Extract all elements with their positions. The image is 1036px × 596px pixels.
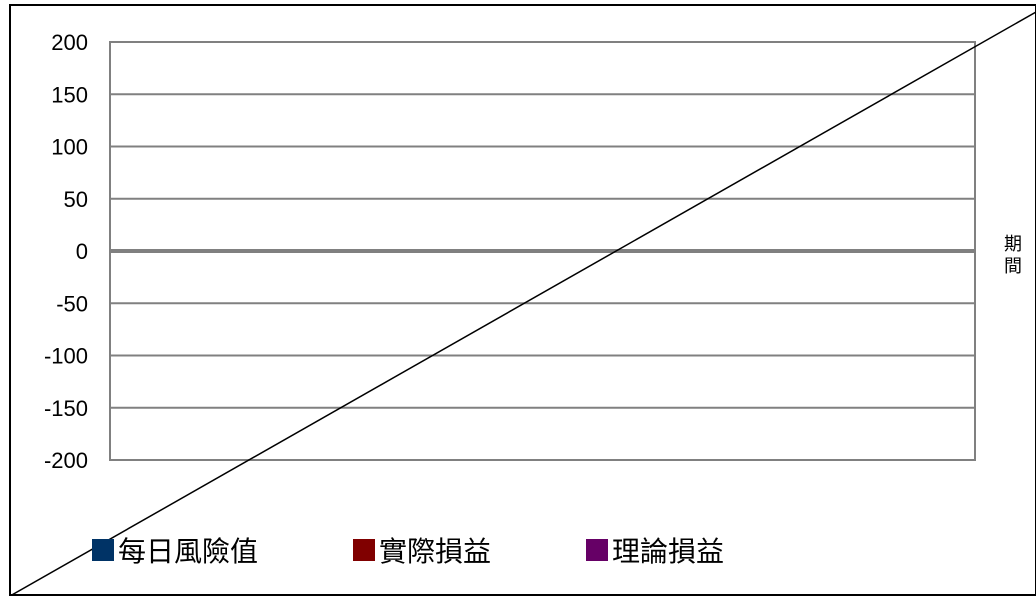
- y-axis-ticks: 200 150 100 50 0 -50 -100 -150 -200: [44, 30, 88, 473]
- legend-item: 每日風險值: [92, 530, 258, 570]
- legend-label: 理論損益: [612, 535, 725, 568]
- y-tick-label: -50: [56, 291, 88, 316]
- y-tick-label: -150: [44, 396, 88, 421]
- legend-item: 實際損益: [353, 530, 491, 570]
- chart-frame: [9, 4, 1036, 596]
- y-tick-label: 50: [64, 187, 88, 212]
- legend-label: 每日風險值: [118, 535, 259, 568]
- legend-swatch: [92, 539, 114, 561]
- y-tick-label: -200: [44, 448, 88, 473]
- y-tick-label: 150: [51, 82, 88, 107]
- y-tick-label: 0: [76, 239, 88, 264]
- plot-area: [109, 41, 976, 461]
- y-tick-label: 100: [51, 135, 88, 160]
- y-tick-label: -100: [44, 344, 88, 369]
- x-axis-label: 期 間: [1004, 234, 1028, 277]
- diagonal-line: [9, 11, 1036, 596]
- legend-item: 理論損益: [586, 530, 724, 570]
- legend-swatch: [586, 539, 609, 561]
- legend-label: 實際損益: [379, 535, 492, 568]
- legend-swatch: [353, 539, 376, 561]
- legend: 每日風險值 實際損益 理論損益: [92, 530, 819, 570]
- y-tick-label: 200: [51, 30, 88, 55]
